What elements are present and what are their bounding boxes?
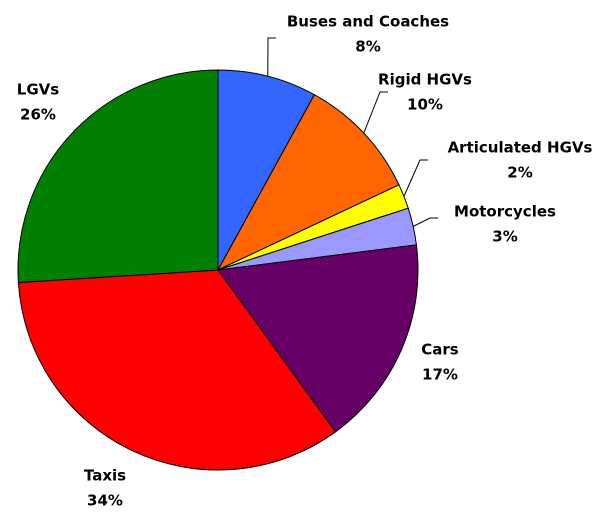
pie-slice (17, 69, 219, 284)
slice-label: LGVs (17, 81, 59, 99)
leader-line (403, 159, 428, 197)
slice-value-label: 3% (492, 228, 517, 246)
slice-label: Cars (421, 341, 459, 359)
slice-value-label: 17% (422, 366, 458, 384)
slice-label: Taxis (84, 467, 126, 485)
pie-slice (17, 269, 337, 471)
leader-line (363, 91, 388, 134)
pie-slice (217, 244, 419, 433)
slice-value-label: 10% (407, 96, 443, 114)
slice-label: Rigid HGVs (378, 71, 472, 89)
slice-value-label: 8% (355, 38, 380, 56)
slice-value-label: 26% (20, 106, 56, 124)
pie-slice (216, 94, 400, 272)
slice-label: Articulated HGVs (448, 139, 593, 157)
slice-value-label: 34% (87, 492, 123, 510)
slice-value-label: 2% (507, 164, 532, 182)
leader-line (412, 217, 438, 227)
leader-line (267, 37, 276, 77)
slice-label: Buses and Coaches (287, 13, 449, 31)
slice-label: Motorcycles (454, 203, 556, 221)
pie-slice (217, 69, 316, 271)
